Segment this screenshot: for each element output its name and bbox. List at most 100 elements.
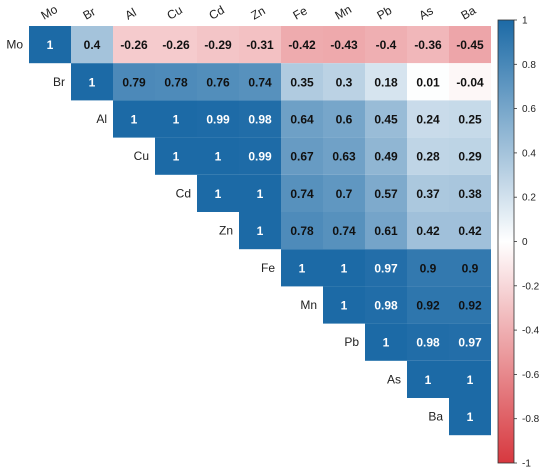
- cell-pb-pb: [365, 323, 407, 361]
- cell-mo-br: [71, 26, 113, 64]
- cell-al-ba: [449, 100, 491, 138]
- cell-value-cd-cd: 1: [215, 187, 222, 201]
- cell-zn-mn: [323, 212, 365, 250]
- cell-value-mn-ba: 0.92: [458, 299, 482, 313]
- legend-tick-label: 0.4: [522, 148, 536, 159]
- legend-color-bar: [497, 19, 515, 464]
- cell-value-br-mn: 0.3: [336, 75, 353, 89]
- cell-value-mo-mo: 1: [47, 38, 54, 52]
- cell-cd-mn: [323, 174, 365, 212]
- cell-value-br-zn: 0.74: [248, 75, 272, 89]
- cell-value-zn-ba: 0.42: [458, 224, 482, 238]
- legend-tick-label: 0.2: [522, 193, 536, 204]
- cell-value-zn-as: 0.42: [416, 224, 440, 238]
- cell-al-al: [113, 100, 155, 138]
- row-label-as: As: [387, 372, 401, 386]
- color-legend: 1 0.8 0.6 0.4 0.2 0 -0.2 -0.4 -0.6 -0.8 -1: [497, 16, 540, 470]
- cell-value-al-ba: 0.25: [458, 113, 482, 127]
- cell-value-al-cu: 1: [173, 113, 180, 127]
- cell-value-mo-mn: -0.43: [330, 38, 358, 52]
- row-labels: Mo Br Al Cu Cd Zn Fe Mn Pb As Ba: [6, 38, 443, 424]
- row-label-pb: Pb: [344, 335, 359, 349]
- cell-br-br: [71, 63, 113, 101]
- cell-value-pb-ba: 0.97: [458, 336, 482, 350]
- cell-value-mo-zn: -0.31: [246, 38, 274, 52]
- cell-mn-pb: [365, 286, 407, 324]
- cell-pb-ba: [449, 323, 491, 361]
- row-label-fe: Fe: [261, 261, 275, 275]
- cell-br-as: [407, 63, 449, 101]
- cell-value-mo-ba: -0.45: [456, 38, 484, 52]
- cell-br-fe: [281, 63, 323, 101]
- cell-mo-as: [407, 26, 449, 64]
- heatmap-cells: 1 0.4 -0.26 -0.26 -0.29 -0.31 -0.42 -0.43 -0.4 -0…: [29, 26, 491, 436]
- cell-as-as: [407, 360, 449, 398]
- cell-value-mo-as: -0.36: [414, 38, 442, 52]
- cell-value-fe-fe: 1: [299, 261, 306, 275]
- cell-value-mn-mn: 1: [341, 299, 348, 313]
- column-label-mo: Mo: [39, 2, 61, 23]
- cell-as-ba: [449, 360, 491, 398]
- cell-mn-mn: [323, 286, 365, 324]
- cell-value-al-pb: 0.45: [374, 113, 398, 127]
- cell-value-fe-ba: 0.9: [462, 261, 479, 275]
- cell-zn-fe: [281, 212, 323, 250]
- cell-cd-as: [407, 174, 449, 212]
- cell-al-pb: [365, 100, 407, 138]
- cell-mn-ba: [449, 286, 491, 324]
- cell-br-ba: [449, 63, 491, 101]
- cell-value-zn-zn: 1: [257, 224, 264, 238]
- column-label-mn: Mn: [333, 2, 354, 22]
- cell-br-mn: [323, 63, 365, 101]
- cell-value-mo-cd: -0.29: [204, 38, 232, 52]
- row-label-cd: Cd: [176, 186, 191, 200]
- legend-tick-label: -0.8: [522, 414, 540, 425]
- legend-tick-label: 0.8: [522, 60, 536, 71]
- cell-pb-as: [407, 323, 449, 361]
- column-label-ba: Ba: [459, 3, 479, 23]
- cell-cd-fe: [281, 174, 323, 212]
- cell-fe-pb: [365, 249, 407, 287]
- cell-value-mn-pb: 0.98: [374, 299, 398, 313]
- cell-value-cd-mn: 0.7: [336, 187, 353, 201]
- cell-value-br-cd: 0.76: [206, 75, 230, 89]
- cell-value-fe-mn: 1: [341, 261, 348, 275]
- column-label-cu: Cu: [165, 3, 185, 23]
- row-label-zn: Zn: [219, 224, 233, 238]
- cell-mo-cd: [197, 26, 239, 64]
- column-label-fe: Fe: [291, 3, 310, 22]
- cell-fe-as: [407, 249, 449, 287]
- cell-al-zn: [239, 100, 281, 138]
- cell-cd-zn: [239, 174, 281, 212]
- cell-mo-cu: [155, 26, 197, 64]
- cell-al-as: [407, 100, 449, 138]
- cell-value-cu-mn: 0.63: [332, 150, 356, 164]
- column-label-al: Al: [123, 5, 139, 22]
- cell-zn-as: [407, 212, 449, 250]
- row-label-mn: Mn: [300, 298, 317, 312]
- cell-value-cd-zn: 1: [257, 187, 264, 201]
- cell-mo-mo: [29, 26, 71, 64]
- cell-value-as-as: 1: [425, 373, 432, 387]
- cell-value-zn-mn: 0.74: [332, 224, 356, 238]
- cell-value-cu-pb: 0.49: [374, 150, 398, 164]
- cell-mo-ba: [449, 26, 491, 64]
- cell-value-mo-cu: -0.26: [162, 38, 190, 52]
- cell-br-cu: [155, 63, 197, 101]
- cell-br-cd: [197, 63, 239, 101]
- cell-value-as-ba: 1: [467, 373, 474, 387]
- row-label-ba: Ba: [428, 410, 443, 424]
- cell-value-pb-as: 0.98: [416, 336, 440, 350]
- column-label-br: Br: [81, 4, 98, 22]
- legend-tick-label: -1: [522, 459, 531, 470]
- cell-value-al-zn: 0.98: [248, 113, 272, 127]
- cell-value-cu-cd: 1: [215, 150, 222, 164]
- cell-al-mn: [323, 100, 365, 138]
- cell-value-fe-as: 0.9: [420, 261, 437, 275]
- cell-value-pb-pb: 1: [383, 336, 390, 350]
- cell-cd-cd: [197, 174, 239, 212]
- cell-value-al-mn: 0.6: [336, 113, 353, 127]
- cell-value-al-fe: 0.64: [290, 113, 314, 127]
- cell-cu-cd: [197, 137, 239, 175]
- cell-value-br-br: 1: [89, 75, 96, 89]
